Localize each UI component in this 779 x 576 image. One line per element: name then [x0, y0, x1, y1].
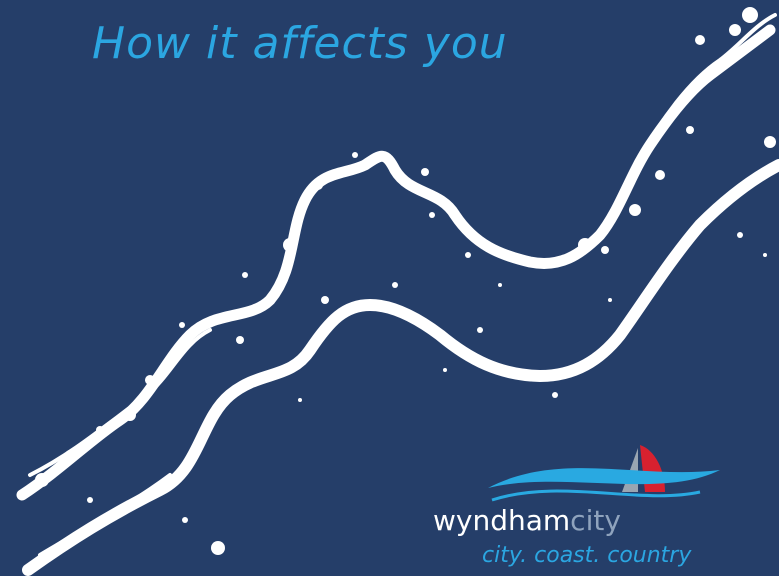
- dot: [695, 35, 705, 45]
- slide: How it affects you: [0, 0, 779, 576]
- dot: [321, 296, 329, 304]
- dot: [352, 152, 358, 158]
- dot: [465, 252, 471, 258]
- logo-tagline: city. coast. country: [482, 543, 692, 568]
- dot: [608, 298, 612, 302]
- dot: [179, 322, 185, 328]
- dot: [729, 24, 741, 36]
- dot: [298, 398, 302, 402]
- dot: [313, 180, 323, 190]
- dot: [443, 368, 447, 372]
- dot: [236, 336, 244, 344]
- title: How it affects you: [92, 18, 508, 69]
- dot: [65, 450, 75, 460]
- dot: [686, 126, 694, 134]
- dot: [429, 212, 435, 218]
- dot: [477, 327, 483, 333]
- dot: [211, 541, 225, 555]
- dot: [421, 168, 429, 176]
- dot: [601, 246, 609, 254]
- dot: [763, 253, 767, 257]
- logo-name: wyndhamcity: [433, 504, 621, 537]
- dot: [35, 473, 49, 487]
- page: How it affects you: [0, 0, 779, 576]
- logo-name-2: city: [570, 504, 621, 537]
- dot: [124, 409, 136, 421]
- dot: [737, 232, 743, 238]
- dot: [392, 282, 398, 288]
- dot: [145, 375, 155, 385]
- dot: [498, 283, 502, 287]
- dot: [764, 136, 776, 148]
- dot: [655, 170, 665, 180]
- dot: [87, 497, 93, 503]
- dot: [96, 426, 104, 434]
- dot: [242, 272, 248, 278]
- dot: [742, 7, 758, 23]
- dot: [578, 238, 592, 252]
- logo-name-1: wyndham: [433, 504, 570, 537]
- dot: [552, 392, 558, 398]
- dot: [182, 517, 188, 523]
- dot: [283, 238, 297, 252]
- dot: [629, 204, 641, 216]
